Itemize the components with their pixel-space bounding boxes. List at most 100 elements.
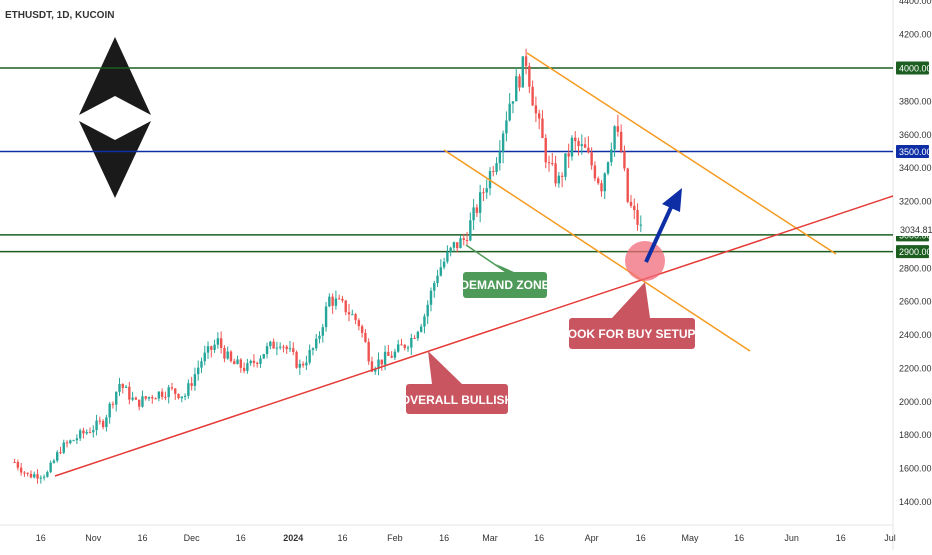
demand-zone-callout: DEMAND ZONE bbox=[460, 264, 550, 298]
candle-body bbox=[187, 383, 190, 396]
candle-body bbox=[560, 175, 564, 177]
candle-body bbox=[223, 347, 226, 359]
price-tick-label: 1600.00 bbox=[899, 464, 932, 474]
candle-body bbox=[19, 467, 23, 473]
time-tick-label: Apr bbox=[585, 533, 599, 543]
candle-body bbox=[439, 267, 443, 276]
level-tag-label: 2900.00 bbox=[899, 247, 932, 257]
candle-body bbox=[65, 442, 69, 444]
candle-body bbox=[305, 362, 308, 366]
candle-body bbox=[252, 360, 256, 363]
candle-body bbox=[111, 403, 115, 405]
candle-body bbox=[298, 363, 302, 368]
candle-body bbox=[465, 239, 469, 241]
level-tag-bg bbox=[896, 245, 929, 259]
time-tick-label: Dec bbox=[184, 533, 201, 543]
candle-body bbox=[183, 395, 187, 397]
candle-body bbox=[449, 247, 452, 252]
candle-body bbox=[196, 367, 200, 375]
candle-body bbox=[406, 347, 410, 349]
candle-body bbox=[180, 396, 184, 399]
candle-body bbox=[72, 440, 75, 442]
time-tick-label: 16 bbox=[337, 533, 347, 543]
candle-body bbox=[564, 153, 567, 177]
candle-body bbox=[551, 163, 554, 165]
candle-body bbox=[547, 162, 551, 164]
candle-body bbox=[285, 346, 288, 350]
candle-body bbox=[501, 133, 505, 152]
candle-body bbox=[46, 472, 49, 477]
candle-body bbox=[442, 261, 446, 268]
time-tick-label: 16 bbox=[36, 533, 46, 543]
candle-body bbox=[619, 131, 623, 152]
candle-body bbox=[360, 326, 364, 333]
candle-body bbox=[603, 173, 606, 192]
candle-body bbox=[128, 386, 131, 400]
candle-body bbox=[236, 359, 239, 365]
candle-body bbox=[515, 76, 518, 102]
time-tick-label: 16 bbox=[137, 533, 147, 543]
candle-body bbox=[557, 175, 561, 184]
candle-body bbox=[213, 344, 216, 350]
candle-body bbox=[495, 163, 498, 172]
ethereum-icon bbox=[79, 37, 151, 198]
candle-body bbox=[400, 344, 403, 346]
candle-body bbox=[459, 238, 462, 249]
candle-body bbox=[383, 351, 387, 365]
candle-body bbox=[524, 56, 528, 67]
candle-body bbox=[282, 346, 285, 348]
candle-body bbox=[328, 296, 331, 307]
candle-body bbox=[505, 120, 508, 134]
candle-body bbox=[600, 183, 603, 192]
horizontal-levels bbox=[0, 67, 893, 253]
candle-body bbox=[623, 151, 626, 169]
buy-setups-label: LOOK FOR BUY SETUPS bbox=[560, 327, 703, 341]
demand-zone-pointer bbox=[465, 244, 507, 273]
candle-body bbox=[590, 152, 593, 166]
candle-body bbox=[13, 461, 16, 463]
price-tick-label: 3800.00 bbox=[899, 96, 932, 106]
candle-body bbox=[367, 342, 370, 362]
candle-body bbox=[311, 348, 315, 350]
candle-body bbox=[115, 391, 118, 405]
candle-body bbox=[131, 397, 134, 400]
candle-body bbox=[577, 140, 580, 147]
candle-body bbox=[78, 430, 82, 439]
candle-body bbox=[246, 363, 249, 371]
candle-body bbox=[265, 346, 269, 355]
candle-body bbox=[482, 192, 485, 194]
candle-body bbox=[16, 462, 20, 468]
candle-body bbox=[531, 86, 534, 106]
time-tick-label: 16 bbox=[636, 533, 646, 543]
chart-title: ETHUSDT, 1D, KUCOIN bbox=[5, 10, 114, 21]
overall-bullish-label: OVERALL BULLISH bbox=[401, 393, 513, 407]
candle-body bbox=[370, 361, 374, 372]
candle-body bbox=[567, 153, 570, 157]
candle-body bbox=[134, 397, 138, 400]
candle-body bbox=[528, 66, 531, 87]
channel-lower-line bbox=[443, 149, 751, 352]
candle-body bbox=[492, 171, 495, 173]
candle-body bbox=[147, 396, 151, 399]
candle-body bbox=[101, 421, 105, 428]
time-tick-label: Mar bbox=[482, 533, 498, 543]
candle-body bbox=[633, 205, 636, 211]
time-tick-label: 16 bbox=[534, 533, 544, 543]
candle-body bbox=[121, 384, 124, 388]
time-tick-label: 2024 bbox=[283, 533, 303, 543]
candle-body bbox=[144, 396, 147, 399]
candle-body bbox=[580, 144, 584, 147]
bullish-trendline bbox=[54, 195, 894, 477]
candle-body bbox=[334, 298, 338, 306]
candle-body bbox=[190, 383, 193, 386]
candle-body bbox=[315, 338, 318, 349]
candle-body bbox=[151, 396, 154, 399]
candle-body bbox=[49, 462, 52, 473]
candle-body bbox=[544, 137, 547, 163]
candle-body bbox=[393, 351, 397, 358]
candle-body bbox=[269, 341, 272, 347]
candle-body bbox=[374, 368, 377, 372]
candle-body bbox=[364, 332, 367, 343]
candle-body bbox=[377, 359, 380, 369]
